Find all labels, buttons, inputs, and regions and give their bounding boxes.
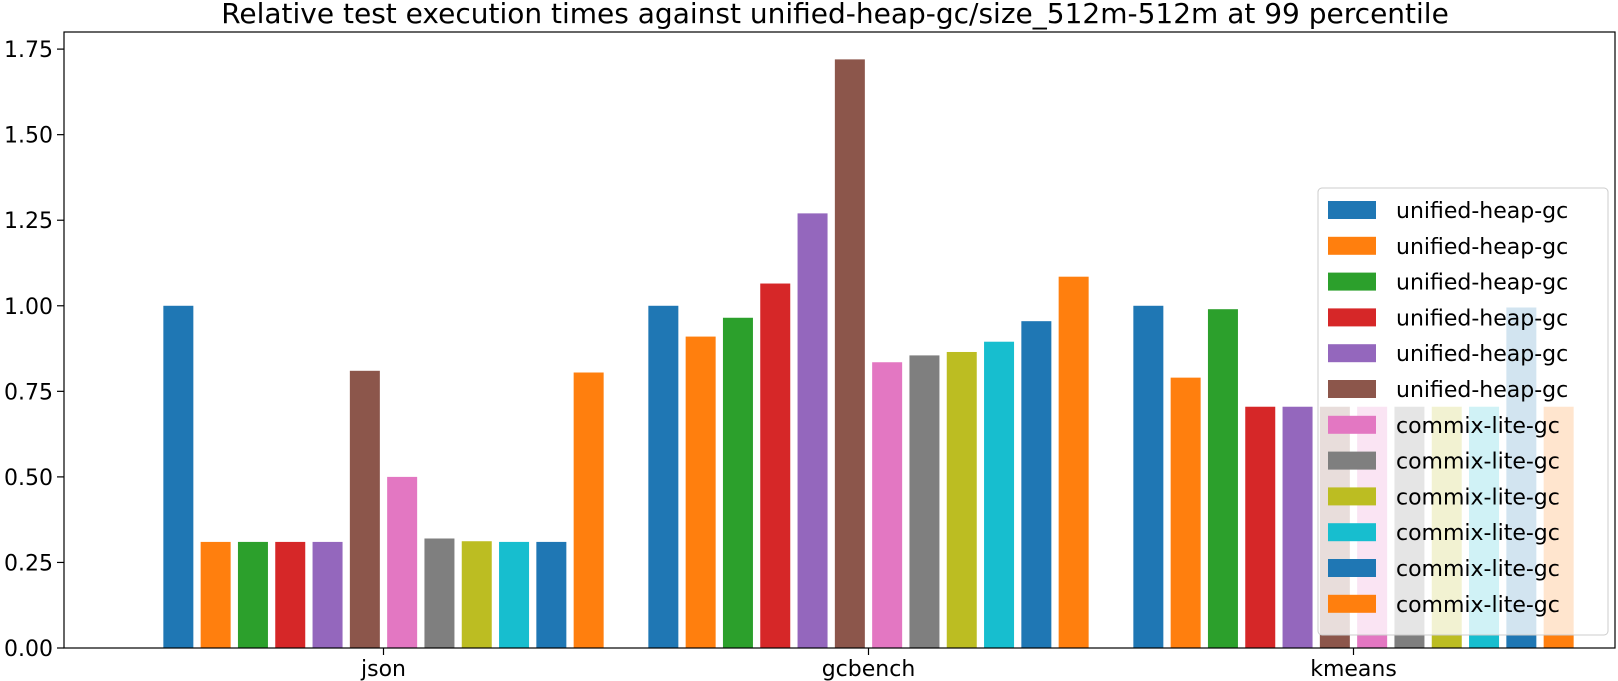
bar-gcbench-series-6: [834, 59, 865, 648]
legend-label: unified-heap-gc: [1396, 342, 1568, 367]
legend-label: commix-lite-gc: [1396, 414, 1560, 439]
legend-box: [1317, 187, 1609, 636]
bar-gcbench-series-10: [984, 341, 1015, 648]
y-tick-label: 0.25: [4, 551, 53, 576]
y-tick-label: 1.00: [4, 295, 53, 320]
bar-gcbench-series-4: [760, 283, 791, 648]
bar-kmeans-series-2: [1170, 377, 1201, 648]
legend-swatch: [1328, 415, 1376, 434]
bar-json-series-8: [424, 538, 455, 648]
bar-kmeans-series-5: [1282, 406, 1313, 648]
bar-json-series-2: [200, 541, 231, 648]
legend-label: commix-lite-gc: [1396, 450, 1560, 475]
bar-kmeans-series-3: [1207, 309, 1238, 648]
legend: unified-heap-gc unified-heap-gc unified-he…: [1317, 187, 1609, 636]
y-tick-label: 0.00: [4, 637, 53, 662]
legend-label: unified-heap-gc: [1396, 271, 1568, 296]
bar-gcbench-series-3: [722, 317, 753, 648]
y-tick-label: 1.75: [4, 38, 53, 63]
legend-swatch: [1328, 308, 1376, 327]
plot-frame: [63, 31, 1616, 649]
bar-gcbench-series-8: [909, 355, 940, 648]
bar-json-series-5: [312, 541, 343, 648]
bar-gcbench-series-2: [685, 336, 716, 648]
bar-gcbench-series-7: [872, 362, 903, 648]
legend-swatch: [1328, 523, 1376, 542]
y-tick-label: 1.50: [4, 124, 53, 149]
legend-label: commix-lite-gc: [1396, 521, 1560, 546]
bar-json-series-3: [237, 541, 268, 648]
y-tick-label: 1.25: [4, 209, 53, 234]
legend-swatch: [1328, 559, 1376, 577]
bar-json-series-1: [163, 305, 194, 648]
legend-swatch: [1328, 380, 1376, 398]
legend-swatch: [1328, 201, 1376, 219]
chart-title: Relative test execution times against un…: [221, 0, 1449, 30]
y-tick-label: 0.75: [4, 380, 53, 405]
bar-json-series-7: [387, 476, 418, 648]
legend-label: commix-lite-gc: [1396, 557, 1560, 582]
bar-gcbench-series-11: [1021, 321, 1052, 648]
legend-swatch: [1328, 236, 1376, 255]
bar-json-series-9: [461, 541, 492, 648]
bar-json-series-11: [536, 541, 567, 648]
legend-label: commix-lite-gc: [1396, 593, 1560, 618]
bar-json-series-10: [499, 541, 530, 648]
legend-label: unified-heap-gc: [1396, 235, 1568, 260]
x-tick-label-kmeans: kmeans: [1310, 657, 1397, 681]
x-tick-label-gcbench: gcbench: [822, 657, 916, 681]
bar-gcbench-series-9: [946, 351, 977, 648]
bar-gcbench-series-5: [797, 213, 828, 648]
bar-json-series-4: [275, 541, 306, 648]
legend-label: unified-heap-gc: [1396, 199, 1568, 224]
bar-json-series-12: [573, 372, 604, 648]
bar-json-series-6: [349, 370, 380, 648]
y-axis: 0.00 0.25 0.50 0.75 1.00 1.25 1.50 1.75: [4, 38, 64, 662]
x-tick-label-json: json: [360, 657, 406, 681]
bar-gcbench-series-1: [648, 305, 679, 648]
legend-swatch: [1328, 594, 1376, 613]
x-axis: json gcbench kmeans: [360, 648, 1397, 681]
y-tick-label: 0.50: [4, 466, 53, 491]
bar-gcbench-series-12: [1058, 276, 1089, 648]
legend-swatch: [1328, 451, 1376, 470]
legend-swatch: [1328, 487, 1376, 506]
legend-label: unified-heap-gc: [1396, 378, 1568, 403]
legend-label: unified-heap-gc: [1396, 306, 1568, 331]
legend-swatch: [1328, 272, 1376, 291]
bar-kmeans-series-1: [1133, 305, 1164, 648]
legend-label: commix-lite-gc: [1396, 485, 1560, 510]
legend-swatch: [1328, 344, 1376, 363]
bar-kmeans-series-4: [1245, 406, 1276, 648]
